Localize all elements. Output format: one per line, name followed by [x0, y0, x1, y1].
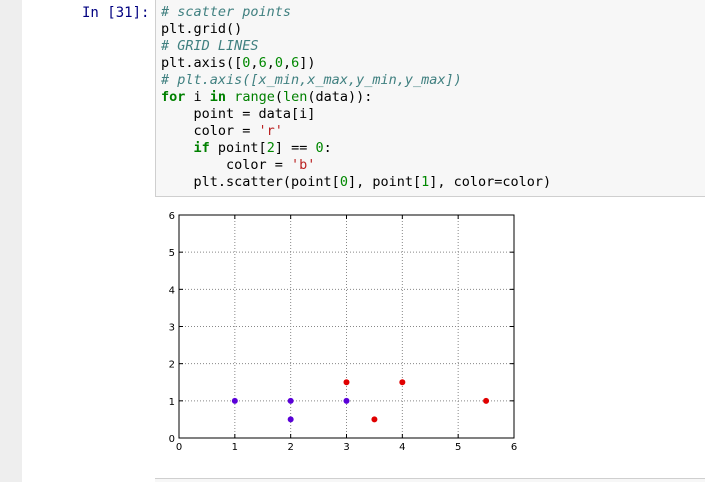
y-tick-label: 0 — [169, 434, 175, 445]
code-token: : — [323, 140, 332, 156]
code-editor[interactable]: # scatter points plt.grid() # GRID LINES… — [161, 4, 551, 191]
code-token: (data)): — [307, 89, 373, 105]
code-token: ( — [274, 89, 283, 105]
code-line: plt.scatter(point[0], point[1], color=co… — [161, 174, 552, 190]
x-tick-label: 5 — [455, 442, 461, 453]
code-token: 0 — [315, 140, 324, 156]
scatter-point — [343, 379, 350, 386]
code-token: 'b' — [291, 157, 316, 173]
code-token: ], point[ — [347, 174, 422, 190]
code-token: ], color=color) — [429, 174, 552, 190]
y-tick-label: 1 — [169, 397, 175, 408]
x-tick-label: 4 — [399, 442, 405, 453]
code-line: for i in range(len(data)): — [161, 89, 372, 105]
code-token: color = — [161, 157, 292, 173]
scatter-point — [343, 397, 350, 404]
x-tick-label: 3 — [343, 442, 349, 453]
code-line: plt.grid() — [161, 21, 242, 37]
code-token: if — [193, 140, 210, 156]
scatter-point — [399, 379, 406, 386]
scatter-point — [287, 416, 294, 423]
code-token: ]) — [299, 55, 316, 71]
x-tick-label: 6 — [511, 442, 517, 453]
grid-lines — [179, 215, 514, 438]
code-line: if point[2] == 0: — [161, 140, 332, 156]
code-token: color = — [161, 123, 259, 139]
code-token: , — [250, 55, 259, 71]
code-token: point[ — [209, 140, 267, 156]
code-token: 2 — [266, 140, 275, 156]
y-tick-label: 4 — [169, 285, 175, 296]
code-cell[interactable] — [155, 0, 705, 197]
code-token: 6 — [258, 55, 267, 71]
code-line: plt.axis([0,6,0,6]) — [161, 55, 316, 71]
code-token: 0 — [339, 174, 348, 190]
code-token: range — [234, 89, 275, 105]
code-line: color = 'b' — [161, 157, 315, 173]
code-line: # plt.axis([x_min,x_max,y_min,y_max]) — [161, 72, 462, 88]
code-token: plt.scatter(point[ — [161, 174, 340, 190]
x-tick-label: 0 — [176, 442, 182, 453]
scatter-points — [231, 379, 490, 423]
code-line: # GRID LINES — [161, 38, 259, 54]
y-tick-label: 5 — [169, 248, 175, 259]
scatter-point — [287, 397, 294, 404]
code-token: , — [282, 55, 292, 71]
next-cell-edge[interactable] — [155, 478, 705, 482]
code-line: # scatter points — [161, 4, 291, 20]
code-token: plt.axis([ — [161, 55, 243, 71]
code-token: 6 — [291, 55, 300, 71]
y-tick-label: 6 — [169, 211, 175, 222]
x-tick-label: 1 — [232, 442, 238, 453]
code-token: # scatter points — [161, 4, 292, 20]
code-token: 'r' — [258, 123, 283, 139]
code-token: 1 — [421, 174, 430, 190]
output-area: 0 1 2 3 4 5 6 0 1 2 3 4 5 6 — [155, 205, 535, 455]
code-line: color = 'r' — [161, 123, 283, 139]
code-line: point = data[i] — [161, 106, 316, 122]
code-token: len — [282, 89, 308, 105]
code-token: ] == — [274, 140, 316, 156]
code-token — [226, 89, 234, 105]
code-token: plt.grid() — [161, 21, 243, 37]
input-prompt: In [31]: — [82, 5, 150, 21]
code-token: for — [161, 89, 186, 105]
code-token: in — [209, 89, 227, 105]
y-tick-label: 2 — [169, 360, 175, 371]
x-tick-label: 2 — [287, 442, 293, 453]
scatter-point — [231, 397, 238, 404]
code-token: , — [266, 55, 275, 71]
scatter-plot: 0 1 2 3 4 5 6 0 1 2 3 4 5 6 — [169, 211, 518, 453]
code-token: i — [185, 89, 210, 105]
code-token — [161, 140, 194, 156]
axis-ticks: 0 1 2 3 4 5 6 0 1 2 3 4 5 6 — [169, 211, 518, 453]
code-token: # GRID LINES — [161, 38, 259, 54]
code-token: 0 — [274, 55, 283, 71]
scatter-point — [371, 416, 378, 423]
code-token: 0 — [242, 55, 251, 71]
code-token: # plt.axis([x_min,x_max,y_min,y_max]) — [161, 72, 462, 88]
code-token: point = data[i] — [161, 106, 316, 122]
y-tick-label: 3 — [169, 323, 175, 334]
scatter-point — [483, 397, 490, 404]
